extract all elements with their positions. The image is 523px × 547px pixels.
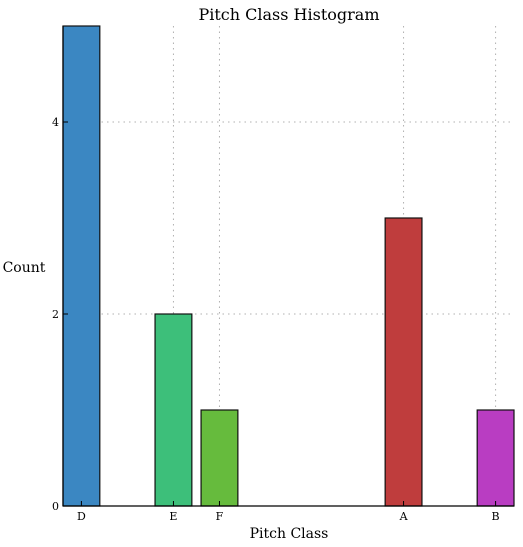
bar-F	[200, 409, 239, 507]
x-axis-label: Pitch Class	[250, 526, 329, 542]
x-tick-label-F: F	[216, 510, 224, 523]
y-tick-label-2: 2	[52, 308, 59, 321]
bar-A	[384, 217, 423, 507]
bar-D	[62, 25, 101, 507]
x-tick-label-A: A	[399, 510, 409, 523]
y-axis-label: Count	[3, 260, 46, 276]
bar-B	[476, 409, 515, 507]
bar-E	[154, 313, 193, 507]
x-tick-label-D: D	[77, 510, 86, 523]
chart-title: Pitch Class Histogram	[198, 5, 379, 24]
axes	[62, 26, 514, 507]
x-tick-label-B: B	[492, 510, 500, 523]
y-tick-label-4: 4	[52, 116, 59, 129]
grid-lines	[63, 26, 514, 506]
bars	[62, 25, 515, 507]
x-tick-label-E: E	[169, 510, 177, 523]
y-tick-label-0: 0	[52, 500, 59, 513]
tick-labels: 0 2 4 D E F A B	[52, 116, 500, 523]
